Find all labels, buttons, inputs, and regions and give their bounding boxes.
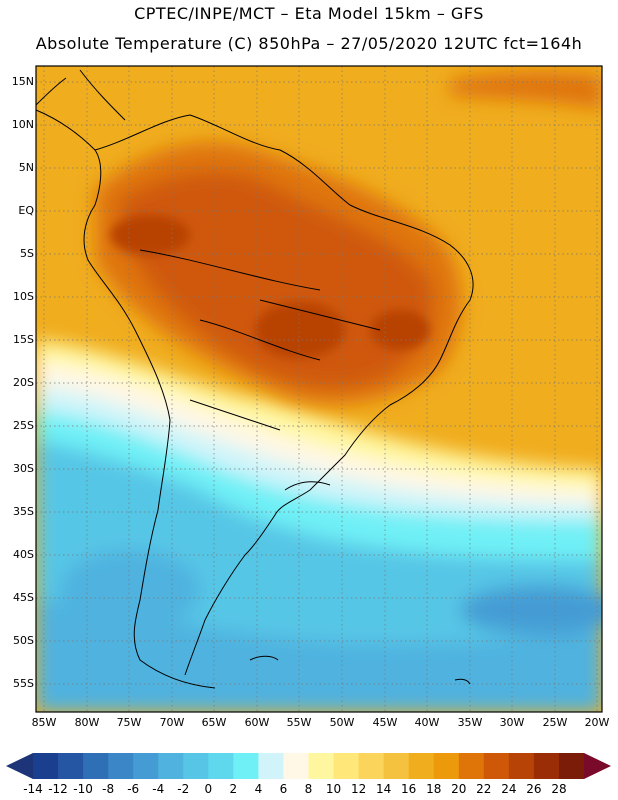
lon-label: 80W xyxy=(74,716,100,729)
lon-label: 30W xyxy=(499,716,525,729)
lon-label: 70W xyxy=(159,716,185,729)
lon-label: 50W xyxy=(329,716,355,729)
lat-label: 15N xyxy=(11,75,34,88)
lat-label: 25S xyxy=(13,419,34,432)
lat-label: 50S xyxy=(13,634,34,647)
lat-label: 35S xyxy=(13,505,34,518)
colorbar-tick-label: -8 xyxy=(102,782,115,796)
colorbar-cell xyxy=(208,753,234,779)
colorbar-cell xyxy=(83,753,109,779)
colorbar-cell xyxy=(133,753,159,779)
colorbar-cell xyxy=(358,753,385,779)
lat-label: 40S xyxy=(13,548,34,561)
lon-label: 85W xyxy=(31,716,57,729)
colorbar-tick-label: 4 xyxy=(254,782,263,796)
colorbar xyxy=(6,753,611,779)
lat-label: EQ xyxy=(18,204,34,217)
colorbar-tick-label: 10 xyxy=(325,782,342,796)
colorbar-tick-label: -4 xyxy=(152,782,165,796)
lat-label: 10N xyxy=(11,118,34,131)
colorbar-cell xyxy=(33,753,59,779)
colorbar-cell xyxy=(508,753,535,779)
colorbar-cell xyxy=(283,753,309,779)
lat-label: 30S xyxy=(13,462,34,475)
colorbar-cell xyxy=(333,753,360,779)
lat-label: 45S xyxy=(13,591,34,604)
colorbar-tick-label: 22 xyxy=(476,782,492,796)
colorbar-tick-label: 12 xyxy=(350,782,367,796)
colorbar-cell xyxy=(558,753,585,779)
colorbar-tick-label: 28 xyxy=(551,782,567,796)
colorbar-tick-label: -2 xyxy=(177,782,190,796)
chart-title-line1: CPTEC/INPE/MCT – Eta Model 15km – GFS xyxy=(134,4,484,23)
colorbar-tick-label: -12 xyxy=(48,782,68,796)
colorbar-tick-label: 8 xyxy=(304,782,313,796)
colorbar-tick-label: 14 xyxy=(375,782,392,796)
colorbar-cell xyxy=(308,753,335,779)
colorbar-arrow-high xyxy=(584,753,611,779)
lon-label: 40W xyxy=(414,716,440,729)
lon-label: 25W xyxy=(542,716,568,729)
chart-title-line2: Absolute Temperature (C) 850hPa – 27/05/… xyxy=(35,34,583,53)
colorbar-tick-label: 0 xyxy=(204,782,213,796)
lat-label: 5S xyxy=(20,247,34,260)
coastlines xyxy=(35,69,474,689)
colorbar-tick-label: -14 xyxy=(23,782,43,796)
lat-label: 20S xyxy=(13,376,34,389)
colorbar-tick-label: 20 xyxy=(451,782,467,796)
colorbar-tick-label: -10 xyxy=(73,782,93,796)
colorbar-cell xyxy=(533,753,560,779)
lon-label: 60W xyxy=(244,716,270,729)
lon-label: 55W xyxy=(286,716,312,729)
colorbar-cell xyxy=(108,753,134,779)
lat-label: 10S xyxy=(13,290,34,303)
colorbar-tick-label: 6 xyxy=(279,782,288,796)
colorbar-cell xyxy=(458,753,485,779)
colorbar-cell xyxy=(183,753,209,779)
lat-label: 15S xyxy=(13,333,34,346)
colorbar-arrow-low xyxy=(6,753,33,779)
lon-label: 35W xyxy=(457,716,483,729)
colorbar-cell xyxy=(258,753,284,779)
colorbar-cell xyxy=(58,753,84,779)
colorbar-tick-label: 26 xyxy=(526,782,542,796)
lat-label: 5N xyxy=(18,161,34,174)
colorbar-cell xyxy=(158,753,184,779)
lon-label: 20W xyxy=(584,716,610,729)
colorbar-tick-label: -6 xyxy=(127,782,140,796)
colorbar-cell xyxy=(233,753,259,779)
colorbar-tick-label: 16 xyxy=(401,782,417,796)
lat-label: 55S xyxy=(13,677,34,690)
colorbar-tick-label: 24 xyxy=(501,782,517,796)
lon-label: 75W xyxy=(116,716,142,729)
colorbar-cell xyxy=(433,753,460,779)
temperature-field xyxy=(36,66,602,712)
colorbar-tick-label: 18 xyxy=(426,782,442,796)
lon-label: 45W xyxy=(372,716,398,729)
colorbar-cell xyxy=(483,753,510,779)
lon-label: 65W xyxy=(201,716,227,729)
colorbar-cell xyxy=(383,753,410,779)
map-frame xyxy=(35,65,603,713)
colorbar-cell xyxy=(408,753,435,779)
colorbar-tick-label: 2 xyxy=(229,782,238,796)
